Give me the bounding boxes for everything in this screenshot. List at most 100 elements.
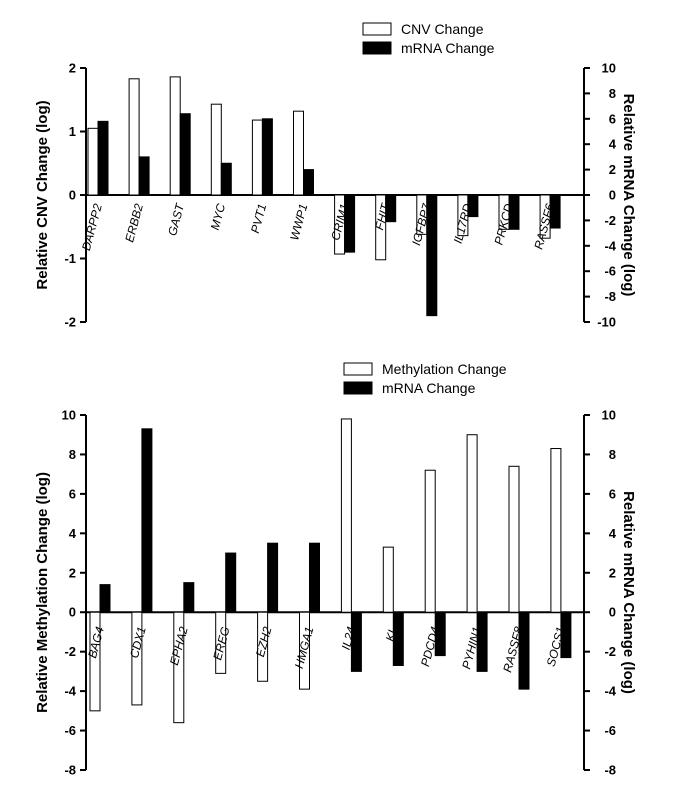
y-axis-title: Relative Methylation Change (log) bbox=[34, 472, 51, 713]
left-tick-label: -8 bbox=[64, 763, 76, 778]
bar-mrna-change-rassf6 bbox=[549, 194, 561, 229]
right-tick-label: 10 bbox=[602, 61, 616, 76]
left-tick-label: -2 bbox=[64, 644, 76, 659]
bar-mrna-change-wwp1 bbox=[303, 169, 314, 196]
bar-mrna-change-crim1 bbox=[344, 194, 356, 253]
legend-swatch-mrna-change bbox=[362, 41, 392, 55]
right-tick-label: -10 bbox=[597, 315, 616, 330]
right-tick-label: -4 bbox=[604, 684, 616, 699]
right-tick-label: 0 bbox=[609, 605, 616, 620]
legend-label-methylation-change: Methylation Change bbox=[382, 361, 507, 377]
bar-mrna-change-cdx1 bbox=[141, 428, 153, 613]
bar-mrna-change-il17rd bbox=[467, 194, 479, 218]
bar-cnv-change-myc bbox=[210, 103, 222, 196]
right-tick-label: -8 bbox=[604, 763, 616, 778]
left-tick-label: 2 bbox=[69, 565, 76, 580]
category-label-ezh2: EZH2 bbox=[253, 625, 275, 659]
legend-label-mrna-change: mRNA Change bbox=[382, 380, 476, 396]
y-axis-title: Relative CNV Change (log) bbox=[34, 100, 51, 289]
bar-cnv-change-fhit bbox=[375, 194, 387, 261]
right-tick-label: 10 bbox=[602, 408, 616, 423]
bar-methylation-change-il24 bbox=[340, 418, 352, 613]
left-tick-label: 0 bbox=[69, 188, 76, 203]
bar-methylation-change-socs1 bbox=[550, 448, 562, 613]
category-label-hmga1: HMGA1 bbox=[292, 625, 317, 670]
bar-mrna-change-il24 bbox=[350, 611, 362, 672]
left-tick-label: 10 bbox=[62, 408, 76, 423]
right-tick-label: 4 bbox=[609, 526, 617, 541]
right-tick-label: -6 bbox=[604, 723, 616, 738]
category-label-ereg: EREG bbox=[210, 625, 232, 661]
category-label-erbb2: ERBB2 bbox=[122, 202, 146, 244]
legend-label-cnv-change: CNV Change bbox=[401, 21, 484, 37]
category-label-epha2: EPHA2 bbox=[167, 625, 191, 667]
legend-swatch-cnv-change bbox=[362, 22, 392, 36]
bar-mrna-change-pyhin1 bbox=[476, 611, 488, 672]
category-label-il17rd: IL17RD bbox=[451, 202, 475, 245]
bar-mrna-change-myc bbox=[220, 162, 232, 196]
legend-label-mrna-change: mRNA Change bbox=[401, 40, 495, 56]
category-label-il24: IL24 bbox=[339, 625, 359, 651]
bar-mrna-change-ereg bbox=[225, 552, 237, 613]
left-tick-label: 8 bbox=[69, 447, 76, 462]
bar-mrna-change-epha2 bbox=[183, 582, 195, 613]
bar-methylation-change-kl bbox=[382, 546, 394, 613]
category-label-bag4: BAG4 bbox=[85, 625, 107, 660]
left-tick-label: -2 bbox=[64, 315, 76, 330]
bar-methylation-change-pdcd4 bbox=[424, 469, 436, 613]
category-label-pvt1: PVT1 bbox=[248, 202, 269, 235]
category-label-wwp1: WWP1 bbox=[287, 202, 310, 242]
bar-methylation-change-ezh2 bbox=[257, 611, 269, 682]
category-label-cdx1: CDX1 bbox=[127, 625, 149, 660]
right-tick-label: -4 bbox=[604, 238, 616, 253]
right-tick-label: 4 bbox=[609, 137, 617, 152]
bar-mrna-change-kl bbox=[392, 611, 404, 666]
legend-swatch-methylation-change bbox=[343, 362, 373, 376]
bar-mrna-change-socs1 bbox=[560, 611, 572, 659]
bar-cnv-change-wwp1 bbox=[293, 110, 304, 196]
bar-mrna-change-erbb2 bbox=[138, 156, 150, 196]
left-tick-label: -6 bbox=[64, 723, 76, 738]
right-tick-label: 0 bbox=[609, 188, 616, 203]
bar-mrna-change-pvt1 bbox=[261, 118, 273, 196]
bar-cnv-change-erbb2 bbox=[128, 78, 140, 196]
left-tick-label: -1 bbox=[64, 251, 76, 266]
bar-mrna-change-prkcd bbox=[508, 194, 520, 230]
left-tick-label: 6 bbox=[69, 486, 76, 501]
right-tick-label: 8 bbox=[609, 86, 616, 101]
bar-mrna-change-ezh2 bbox=[267, 542, 279, 613]
left-tick-label: 4 bbox=[69, 526, 77, 541]
bar-mrna-change-pdcd4 bbox=[434, 611, 446, 657]
bar-cnv-change-pvt1 bbox=[251, 119, 263, 196]
bar-mrna-change-hmga1 bbox=[309, 542, 320, 613]
bar-cnv-change-gast bbox=[169, 76, 181, 196]
left-tick-label: 1 bbox=[69, 124, 76, 139]
left-tick-label: -4 bbox=[64, 684, 76, 699]
right-tick-label: -2 bbox=[604, 213, 616, 228]
legend-swatch-mrna-change bbox=[343, 381, 373, 395]
bar-mrna-change-darpp2 bbox=[97, 120, 109, 196]
right-tick-label: 6 bbox=[609, 111, 616, 126]
bar-mrna-change-fhit bbox=[385, 194, 397, 223]
bar-methylation-change-bag4 bbox=[89, 611, 101, 712]
right-tick-label: 2 bbox=[609, 162, 616, 177]
right-tick-label: -8 bbox=[604, 289, 616, 304]
bar-mrna-change-igfbp7 bbox=[426, 194, 438, 317]
right-tick-label: 6 bbox=[609, 486, 616, 501]
right-tick-label: 8 bbox=[609, 447, 616, 462]
right-tick-label: 2 bbox=[609, 565, 616, 580]
bar-cnv-change-darpp2 bbox=[87, 127, 99, 196]
right-tick-label: -2 bbox=[604, 644, 616, 659]
right-tick-label: -6 bbox=[604, 264, 616, 279]
category-label-gast: GAST bbox=[165, 201, 187, 238]
y2-axis-title: Relative mRNA Change (log) bbox=[620, 491, 637, 694]
bar-methylation-change-pyhin1 bbox=[466, 434, 478, 613]
category-label-myc: MYC bbox=[208, 202, 229, 232]
bar-methylation-change-cdx1 bbox=[131, 611, 143, 706]
left-tick-label: 2 bbox=[69, 61, 76, 76]
bar-mrna-change-bag4 bbox=[99, 584, 111, 613]
category-label-kl: KL bbox=[383, 625, 400, 643]
left-tick-label: 0 bbox=[69, 605, 76, 620]
